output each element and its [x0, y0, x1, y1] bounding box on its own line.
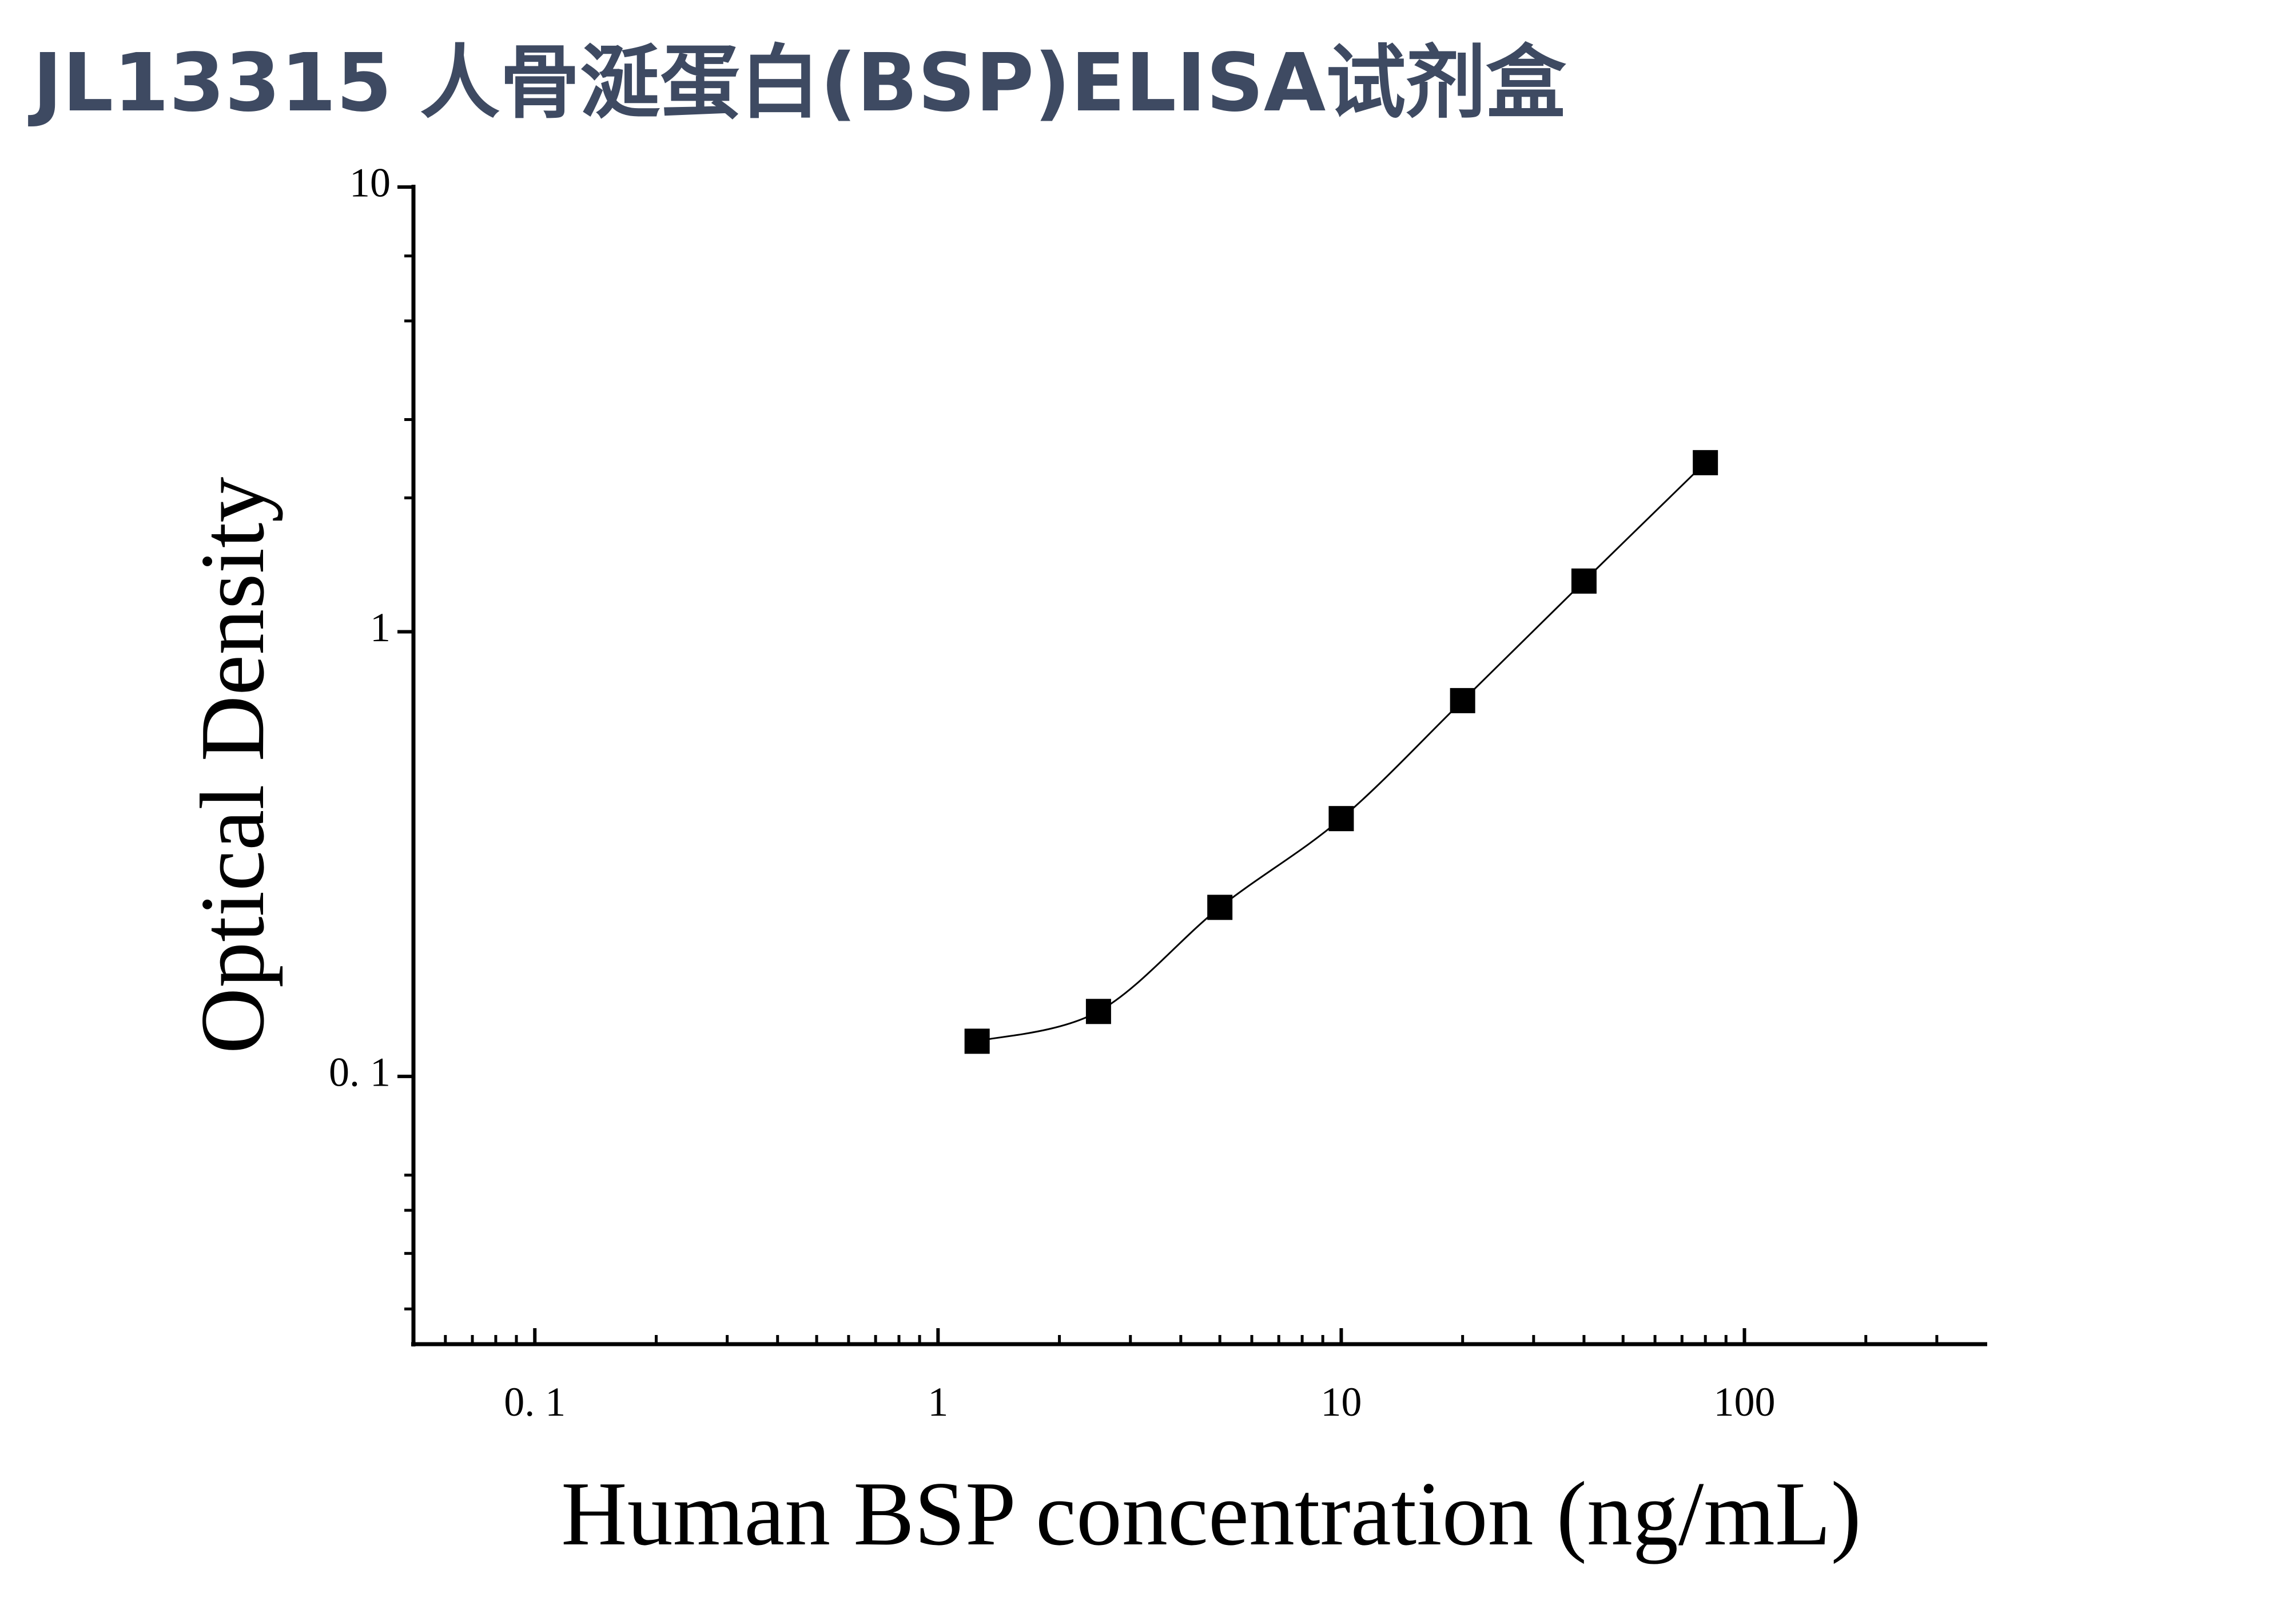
data-point [1085, 999, 1111, 1024]
x-tick-label: 1 [928, 1379, 948, 1425]
x-axis-title: Human BSP concentration (ng/mL) [561, 1463, 1861, 1564]
y-tick-label: 10 [349, 160, 391, 206]
y-tick-label: 1 [370, 605, 391, 650]
y-axis-title: Optical Density [181, 477, 283, 1054]
y-tick-label: 0. 1 [329, 1049, 391, 1095]
data-point [1693, 450, 1718, 475]
data-point [1328, 806, 1354, 832]
chart-title: JL13315 人骨涎蛋白(BSP)ELISA试剂盒 [28, 37, 1566, 130]
data-point [1571, 568, 1597, 594]
x-tick-label: 0. 1 [504, 1379, 566, 1425]
data-point [1207, 895, 1233, 920]
data-point [964, 1028, 990, 1054]
x-tick-label: 100 [1713, 1379, 1775, 1425]
x-tick-label: 10 [1320, 1379, 1362, 1425]
data-point [1450, 688, 1475, 713]
